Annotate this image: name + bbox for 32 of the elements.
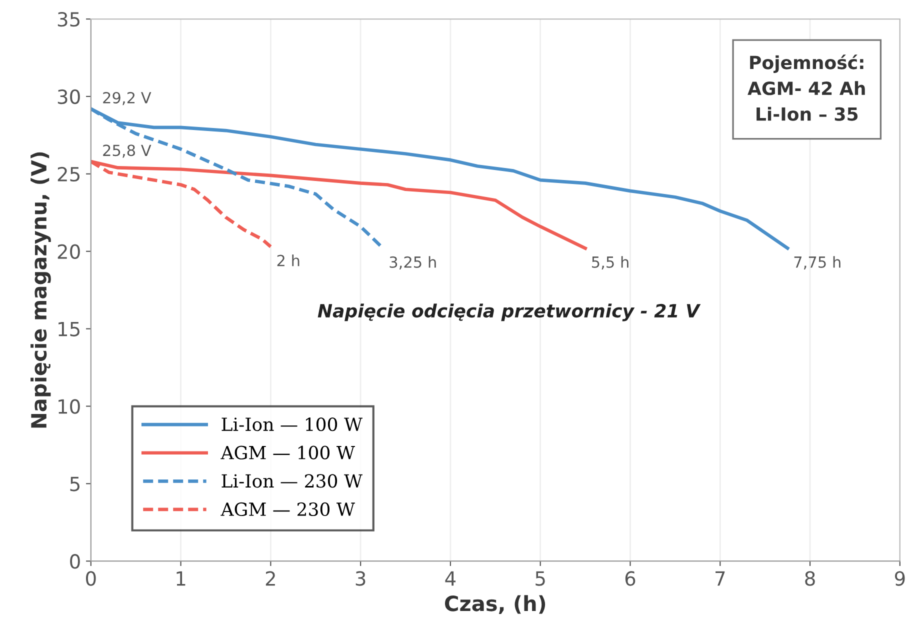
y-tick-label: 0 <box>70 554 80 569</box>
legend-label: AGM — 230 W <box>220 502 355 516</box>
y-tick-label: 5 <box>70 476 80 492</box>
y-axis-title: Napięcie magazynu, (V) <box>30 152 51 428</box>
x-tick-label: 7 <box>716 571 725 586</box>
x-tick-label: 5 <box>536 571 545 586</box>
annotation: 7,75 h <box>794 256 840 270</box>
legend-label: Li-Ion — 230 W <box>222 474 362 488</box>
x-tick-label: 0 <box>86 571 96 586</box>
x-tick-label: 9 <box>894 571 905 586</box>
y-tick-label: 20 <box>58 244 80 259</box>
annotation: Pojemność: AGM- 42 Ah Li-Ion – 35 <box>748 54 865 121</box>
x-tick-label: 4 <box>445 571 456 586</box>
annotation: 2 h <box>277 254 300 266</box>
y-tick-label: 25 <box>58 166 80 182</box>
annotation: 29,2 V <box>103 92 152 106</box>
x-tick-label: 3 <box>356 571 366 586</box>
annotation: 25,8 V <box>103 144 152 158</box>
legend-label: AGM — 100 W <box>220 446 355 460</box>
x-axis-title: Czas, (h) <box>444 595 546 614</box>
x-tick-label: 2 <box>266 571 275 586</box>
y-tick-label: 35 <box>58 12 80 27</box>
y-tick-label: 30 <box>58 89 80 104</box>
legend-label: Li-Ion — 100 W <box>222 417 362 432</box>
annotation: 5,5 h <box>592 256 628 270</box>
x-tick-label: 8 <box>805 571 815 586</box>
annotation: Napięcie odcięcia przetwornicy - 21 V <box>318 304 701 322</box>
x-tick-label: 1 <box>176 571 186 586</box>
y-tick-label: 10 <box>58 399 80 414</box>
y-tick-label: 15 <box>58 322 80 336</box>
x-tick-label: 6 <box>625 571 636 586</box>
annotation: 3,25 h <box>390 256 436 270</box>
